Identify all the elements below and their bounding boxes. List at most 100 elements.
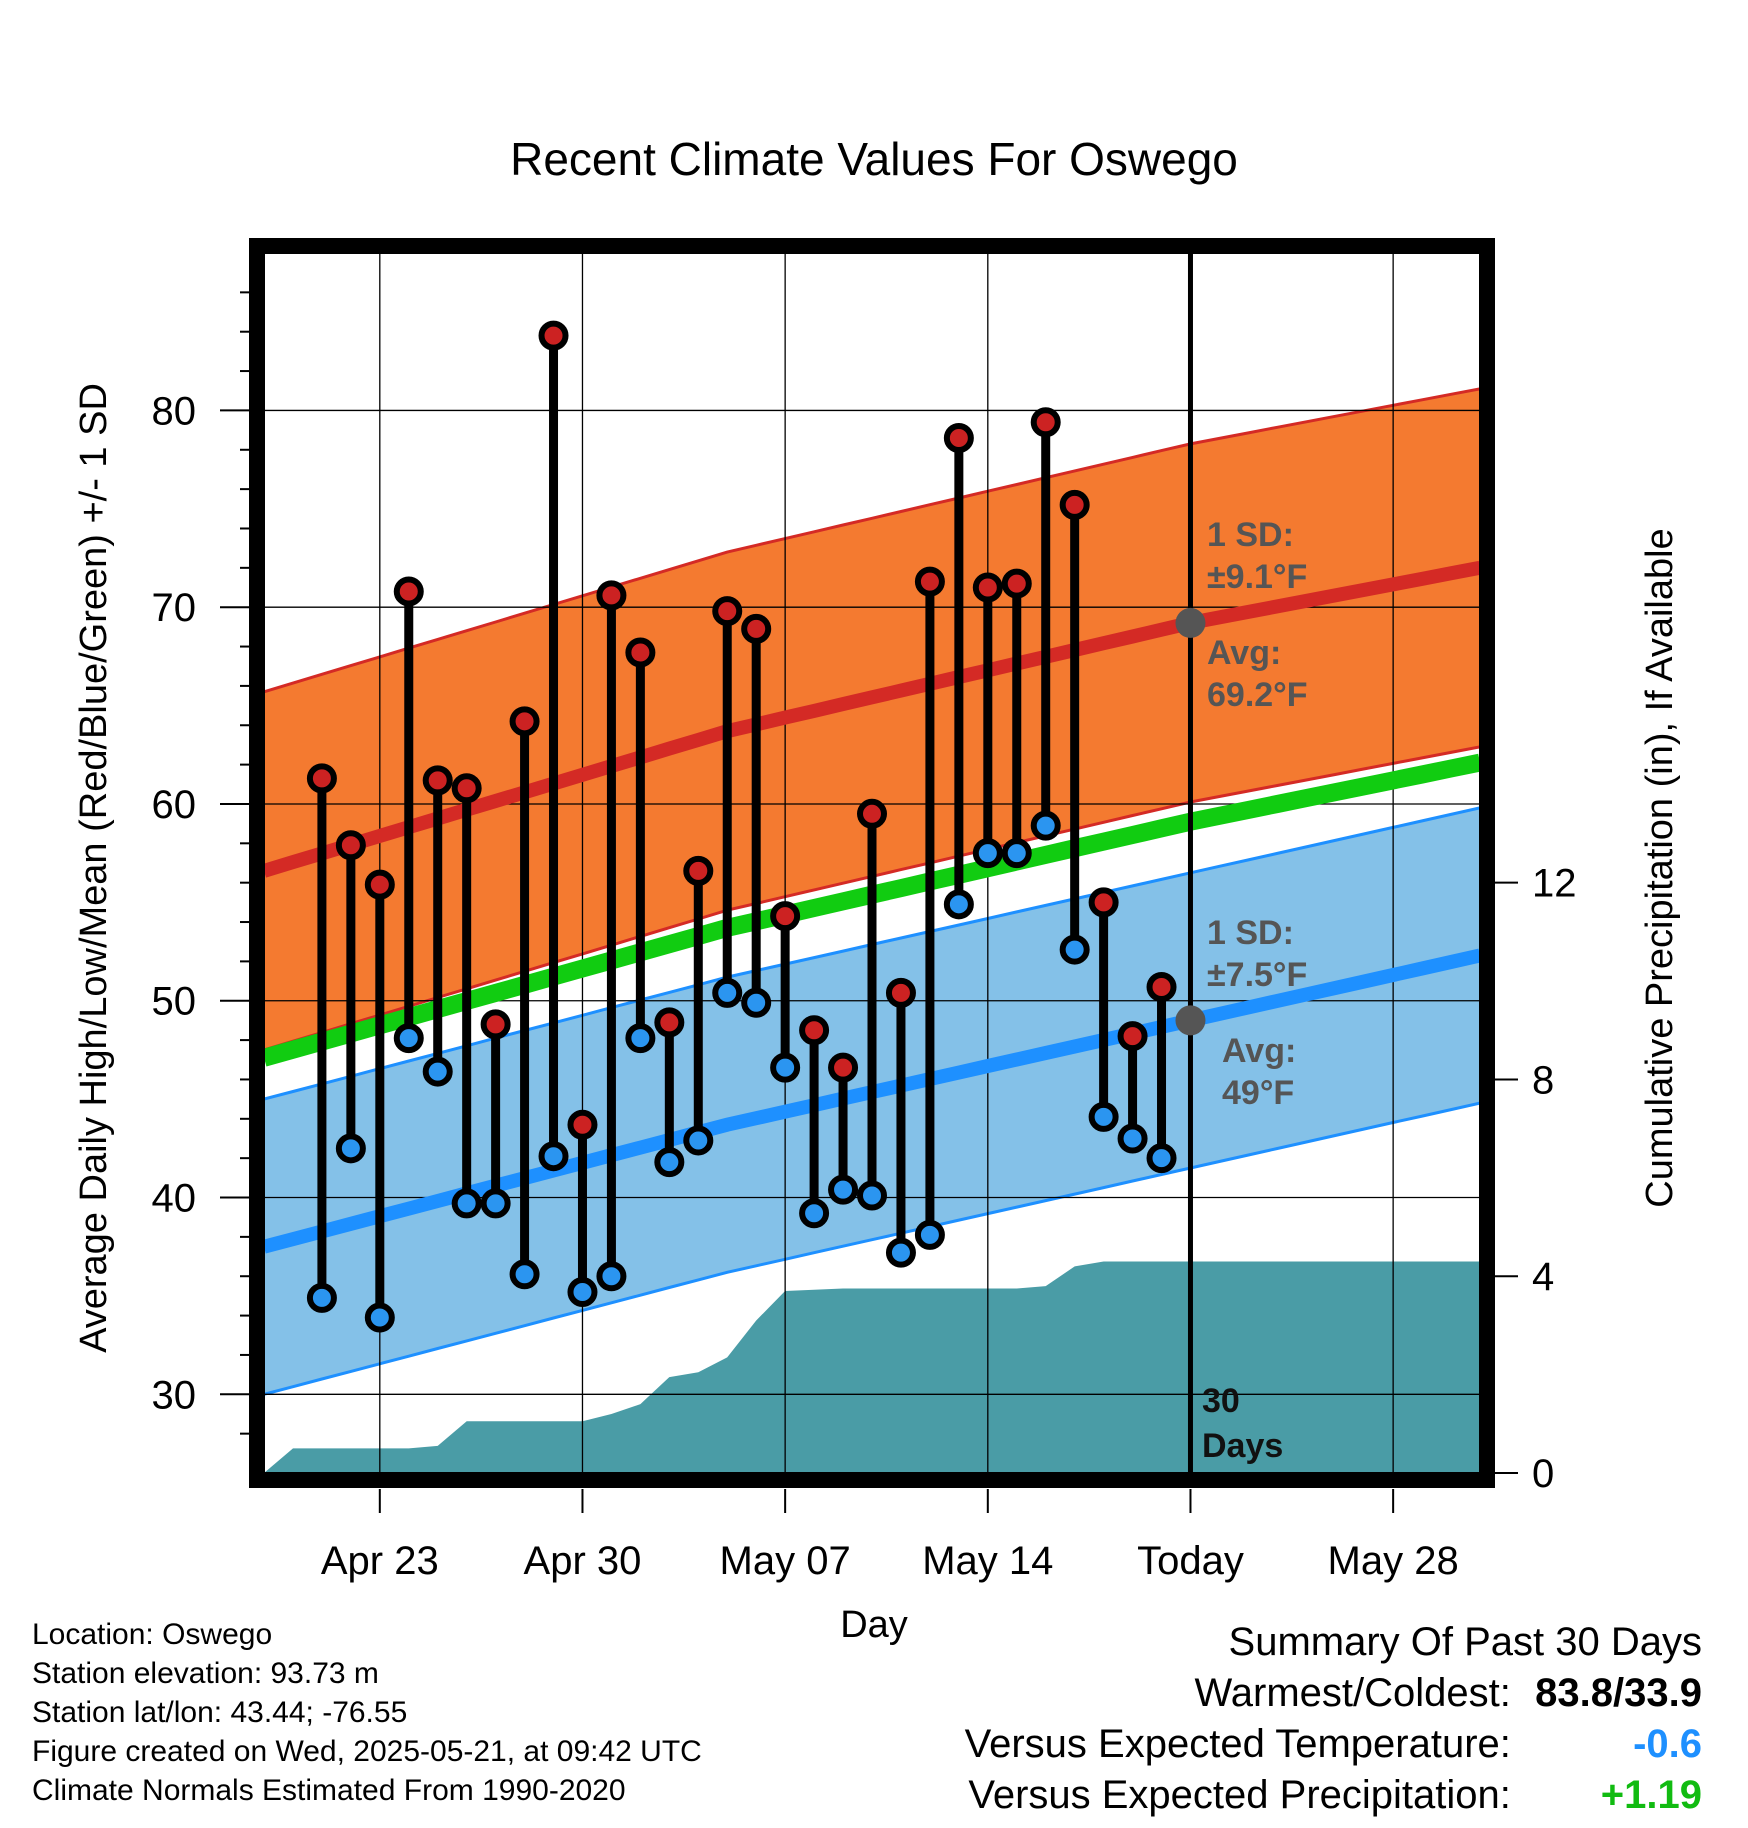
low-point-18: [828, 1174, 859, 1205]
high-point-6: [480, 1009, 511, 1040]
low-point-9: [567, 1276, 598, 1307]
low-avg-value: 49°F: [1222, 1074, 1294, 1112]
y-tick-label-50: 50: [152, 980, 197, 1024]
low-point-19: [857, 1180, 887, 1211]
high-point-10: [596, 580, 627, 611]
high-point-19: [857, 798, 887, 829]
high-avg-label: Avg:: [1207, 634, 1281, 672]
y2-tick-label-4: 4: [1532, 1255, 1554, 1299]
summary-warmest-row: Warmest/Coldest: 83.8/33.9: [965, 1668, 1703, 1719]
high-point-24: [1001, 568, 1032, 599]
high-point-21: [914, 566, 945, 597]
warmest-label: Warmest/Coldest:: [1194, 1671, 1511, 1715]
x-tick-label-apr-30: Apr 30: [524, 1539, 642, 1583]
y-tick-label-40: 40: [152, 1177, 197, 1221]
elevation-text: Station elevation: 93.73 m: [32, 1657, 379, 1690]
high-point-13: [683, 855, 714, 886]
summary-temp-row: Versus Expected Temperature: -0.6: [965, 1719, 1702, 1770]
low-point-24: [1001, 838, 1032, 869]
temp-anomaly-value: -0.6: [1633, 1722, 1702, 1766]
summary-heading: Summary Of Past 30 Days: [1228, 1620, 1702, 1664]
high-point-4: [422, 765, 453, 796]
high-point-23: [972, 572, 1003, 603]
chart-title: Recent Climate Values For Oswego: [510, 133, 1238, 185]
y2-tick-label-12: 12: [1532, 862, 1577, 906]
latlon-text: Station lat/lon: 43.44; -76.55: [32, 1696, 408, 1729]
created-text: Figure created on Wed, 2025-05-21, at 09…: [32, 1735, 702, 1768]
low-point-17: [799, 1198, 830, 1229]
low-point-20: [885, 1237, 916, 1268]
plot-area: 1 SD: ±9.1°F Avg: 69.2°F 1 SD: ±7.5°F Avg: 49°F…: [152, 238, 1577, 1583]
low-point-2: [364, 1302, 395, 1333]
low-point-15: [741, 987, 772, 1018]
high-point-20: [885, 977, 916, 1008]
temp-anomaly-label: Versus Expected Temperature:: [964, 1722, 1511, 1766]
station-info: Location: Oswego Station elevation: 93.7…: [32, 1615, 702, 1810]
high-point-12: [654, 1007, 685, 1038]
low-point-12: [654, 1147, 685, 1178]
high-point-1: [335, 830, 366, 861]
low-point-6: [480, 1188, 511, 1219]
high-point-25: [1030, 407, 1061, 438]
high-point-29: [1146, 971, 1177, 1002]
x-tick-label-may-07: May 07: [720, 1539, 851, 1583]
high-point-14: [712, 596, 743, 627]
high-point-11: [625, 637, 656, 668]
low-point-1: [335, 1133, 366, 1164]
low-point-11: [625, 1023, 656, 1054]
high-point-7: [509, 706, 540, 737]
high-band-upper: [264, 387, 1480, 694]
warmest-value: 83.8/33.9: [1535, 1671, 1702, 1715]
summary-panel: Summary Of Past 30 Days Warmest/Coldest:…: [965, 1617, 1702, 1821]
high-point-18: [828, 1052, 859, 1083]
low-point-26: [1059, 934, 1090, 965]
high-point-16: [770, 901, 801, 932]
low-point-0: [306, 1282, 337, 1313]
low-point-29: [1146, 1143, 1177, 1174]
x-axis-label: Day: [840, 1604, 908, 1646]
high-point-8: [538, 320, 569, 351]
summary-precip-row: Versus Expected Precipitation: +1.19: [965, 1770, 1702, 1821]
plot-inner: [264, 253, 1480, 1473]
high-point-2: [364, 869, 395, 900]
y2-axis-label: Cumulative Precipitation (in), If Availa…: [1639, 528, 1681, 1207]
low-point-23: [972, 838, 1003, 869]
x-tick-label-apr-23: Apr 23: [321, 1539, 439, 1583]
low-avg-label: Avg:: [1222, 1032, 1296, 1070]
low-point-4: [422, 1056, 453, 1087]
high-band: [264, 388, 1480, 1050]
days-count-label: 30: [1202, 1382, 1240, 1420]
low-point-27: [1088, 1101, 1119, 1132]
today-high-avg-marker: [1175, 607, 1206, 638]
high-point-5: [451, 773, 482, 804]
precip-anomaly-value: +1.19: [1600, 1773, 1702, 1817]
high-point-22: [943, 422, 974, 453]
high-point-28: [1117, 1021, 1148, 1052]
low-sd-value: ±7.5°F: [1207, 956, 1307, 994]
high-avg-value: 69.2°F: [1207, 676, 1308, 714]
low-point-14: [712, 977, 743, 1008]
plot-frame: [249, 238, 1495, 1488]
low-point-28: [1117, 1123, 1148, 1154]
low-sd-label: 1 SD:: [1207, 914, 1294, 952]
high-point-0: [306, 763, 337, 794]
low-point-13: [683, 1125, 714, 1156]
low-point-7: [509, 1259, 540, 1290]
low-point-22: [943, 889, 974, 920]
high-point-15: [741, 613, 772, 644]
high-point-3: [393, 576, 424, 607]
y-tick-label-70: 70: [152, 586, 197, 630]
low-point-21: [914, 1219, 945, 1250]
low-point-8: [538, 1141, 569, 1172]
high-point-17: [799, 1015, 830, 1046]
days-unit-label: Days: [1202, 1427, 1283, 1465]
low-point-3: [393, 1023, 424, 1054]
y2-tick-label-0: 0: [1532, 1452, 1554, 1496]
high-point-9: [567, 1109, 598, 1140]
high-point-27: [1088, 887, 1119, 918]
normals-text: Climate Normals Estimated From 1990-2020: [32, 1774, 626, 1807]
x-tick-label-may-28: May 28: [1328, 1539, 1459, 1583]
location-text: Location: Oswego: [32, 1618, 273, 1651]
today-low-avg-marker: [1175, 1005, 1206, 1036]
